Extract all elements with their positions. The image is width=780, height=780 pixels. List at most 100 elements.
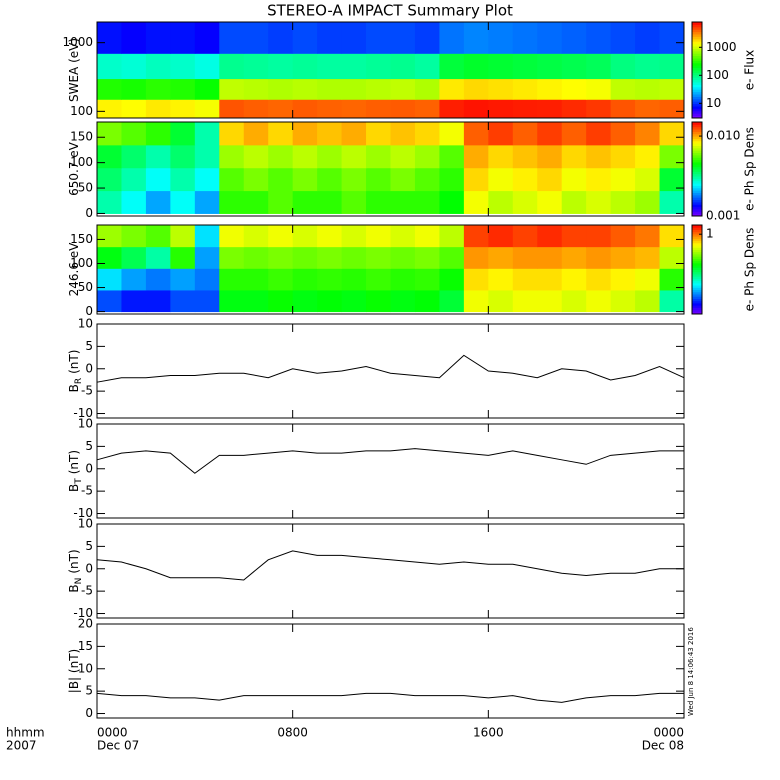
heatmap-cell [586,53,612,80]
y-axis-label-unit: (nT) [67,549,81,573]
colorbar-swatch [692,176,702,179]
colorbar-swatch [692,72,702,76]
colorbar-swatch [692,278,702,282]
colorbar-swatch [692,171,702,175]
heatmap-cell [268,78,294,100]
heatmap-cell [414,246,440,269]
heatmap-cell [219,246,245,269]
heatmap-cell [488,122,514,146]
heatmap-cell [414,268,440,291]
heatmap-cell [317,225,343,248]
colorbar-swatch [692,108,702,112]
plot-frame [96,323,685,419]
plot-frame [96,224,685,315]
y-axis-label-main: B [67,384,81,392]
y-tick-label: 0 [85,461,93,475]
heatmap-cell [145,78,171,100]
heatmap-cell [341,78,367,100]
colorbar-swatch [692,43,702,47]
heatmap-cell [512,268,538,291]
colorbar-label: e- Flux [743,50,757,90]
heatmap-cell [463,144,489,169]
y-axis-label-main: |B| (nT) [67,649,81,693]
colorbar-swatch [692,164,702,168]
heatmap-cell [463,289,489,313]
colorbar-tick-label: 1 [706,227,714,241]
colorbar-swatch [692,150,702,154]
colorbar-swatch [692,213,702,217]
heatmap-cell [390,78,416,100]
heatmap-cell [659,246,685,269]
heatmap-cell [659,22,685,54]
heatmap-cell [292,53,318,80]
heatmap-cell [537,99,563,119]
colorbar-tick-label: 10 [706,96,721,110]
heatmap-cell [145,22,171,54]
heatmap-cell [610,268,636,291]
heatmap-cell [586,190,612,214]
colorbar-swatch [692,296,702,299]
heatmap-cell [586,246,612,269]
heatmap-cell [292,99,318,119]
heatmap-cell [317,22,343,54]
heatmap-cell [488,78,514,100]
heatmap-cell [586,122,612,146]
colorbar-label: e- Ph Sp Dens [743,228,757,312]
y-tick-label: 5 [85,539,93,553]
heatmap-cell [635,268,661,291]
heatmap-cell [488,22,514,54]
colorbar-swatch [692,251,702,255]
heatmap-cell [390,190,416,214]
plot-frame [96,21,685,119]
heatmap-cell [145,167,171,192]
y-axis-label-sub: R [74,378,84,384]
heatmap-cell [488,167,514,192]
heatmap-cell [145,225,171,248]
heatmap-cell [610,78,636,100]
heatmap-cell [170,268,196,291]
heatmap-cell [292,246,318,269]
heatmap-cell [586,144,612,169]
colorbar-swatch [692,34,702,37]
heatmap-cell [635,225,661,248]
colorbar-swatch [692,309,702,313]
heatmap-cell [121,289,147,313]
colorbar-swatch [692,197,702,201]
heatmap-cell [341,190,367,214]
colorbar-swatch [692,242,702,246]
heatmap-cell [390,167,416,192]
colorbar-swatch [692,122,702,125]
heatmap-cell [243,99,269,119]
colorbar-swatch [692,173,702,177]
colorbar-swatch [692,145,702,149]
heatmap-cell [317,289,343,313]
heatmap-cell [292,190,318,214]
heatmap-cell [317,246,343,269]
y-axis-label-main: B [67,584,81,592]
heatmap-cell [659,268,685,291]
heatmap-cell [366,78,391,100]
heatmap-cell [121,53,147,80]
heatmap-cell [194,99,220,119]
colorbar-swatch [692,260,702,264]
heatmap-cell [268,53,294,80]
heatmap-cell [121,190,147,214]
colorbar-swatch [692,265,702,268]
heatmap-cell [170,99,196,119]
heatmap-cell [194,53,220,80]
heatmap-cell [268,225,294,248]
heatmap-cell [635,167,661,192]
heatmap-cell [366,268,391,291]
colorbar-swatch [692,253,702,257]
colorbar-label: e- Ph Sp Dens [743,127,757,211]
y-axis-label-unit: (nT) [67,450,81,474]
heatmap-cell [512,225,538,248]
heatmap-cell [145,246,171,269]
heatmap-cell [97,289,122,313]
colorbar-swatch [692,225,702,228]
heatmap-cell [194,225,220,248]
heatmap-cell [145,99,171,119]
colorbar-swatch [692,240,702,244]
heatmap-cell [219,190,245,214]
y-tick-label: -10 [73,606,93,620]
